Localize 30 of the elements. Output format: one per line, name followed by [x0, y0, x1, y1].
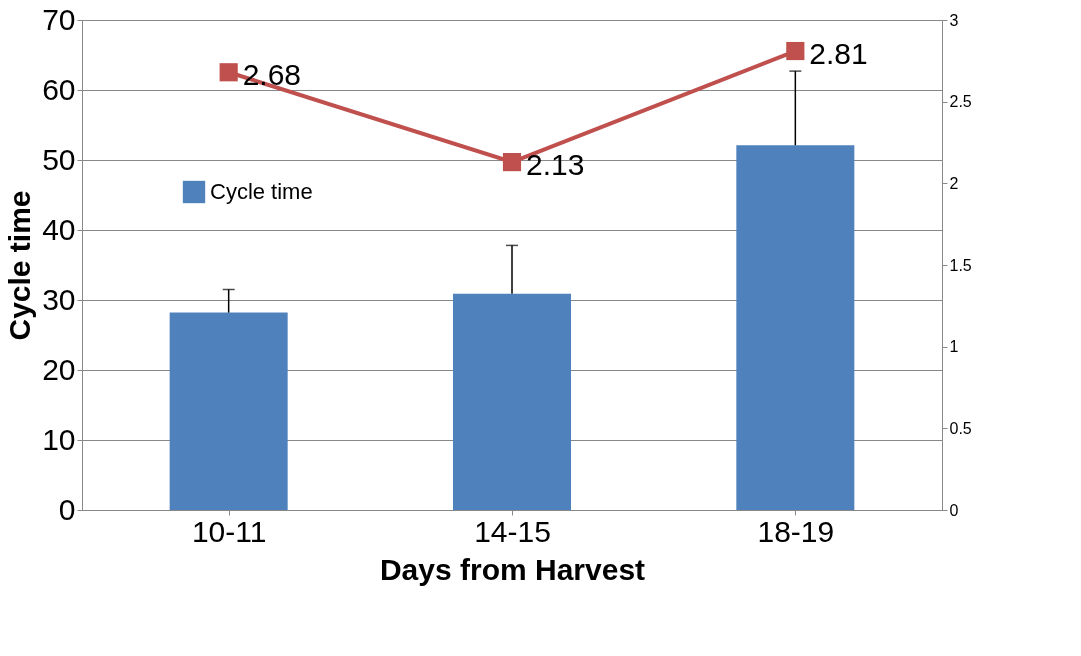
data-label: 2.81 — [809, 37, 868, 71]
y-axis-title: Cycle time — [3, 190, 37, 341]
x-tick-label: 14-15 — [474, 514, 551, 548]
y-tick-label: 70 — [42, 2, 76, 36]
data-label: 2.13 — [526, 148, 585, 182]
bar — [453, 293, 571, 510]
y-tick-label: 60 — [42, 72, 76, 106]
y-tick-label: 0 — [58, 492, 76, 526]
legend-label: Cycle time — [210, 179, 313, 204]
y2-tick-label: 1.5 — [949, 256, 972, 274]
point — [502, 153, 522, 172]
bar — [169, 312, 288, 510]
y2-tick-label: 0 — [949, 501, 959, 519]
y-tick-label: 30 — [42, 282, 76, 316]
x-tick-label: 18-19 — [757, 514, 835, 548]
y2-tick-label: 0.5 — [949, 419, 972, 437]
y-tick-label: 10 — [42, 422, 76, 456]
x-tick-label: 10-11 — [191, 514, 267, 548]
bar — [736, 145, 855, 510]
data-label: 2.68 — [242, 58, 302, 92]
point — [786, 41, 805, 61]
x-axis-title: Days from Harvest — [379, 552, 646, 586]
y2-tick-label: 1 — [949, 338, 959, 356]
y-tick-label: 20 — [42, 352, 76, 386]
y-tick-label: 50 — [42, 142, 76, 176]
y-tick-label: 40 — [42, 212, 76, 246]
y2-tick-label: 2.5 — [949, 93, 972, 111]
point — [219, 63, 238, 82]
y2-tick-label: 3 — [949, 11, 959, 29]
y2-tick-label: 2 — [949, 174, 959, 192]
